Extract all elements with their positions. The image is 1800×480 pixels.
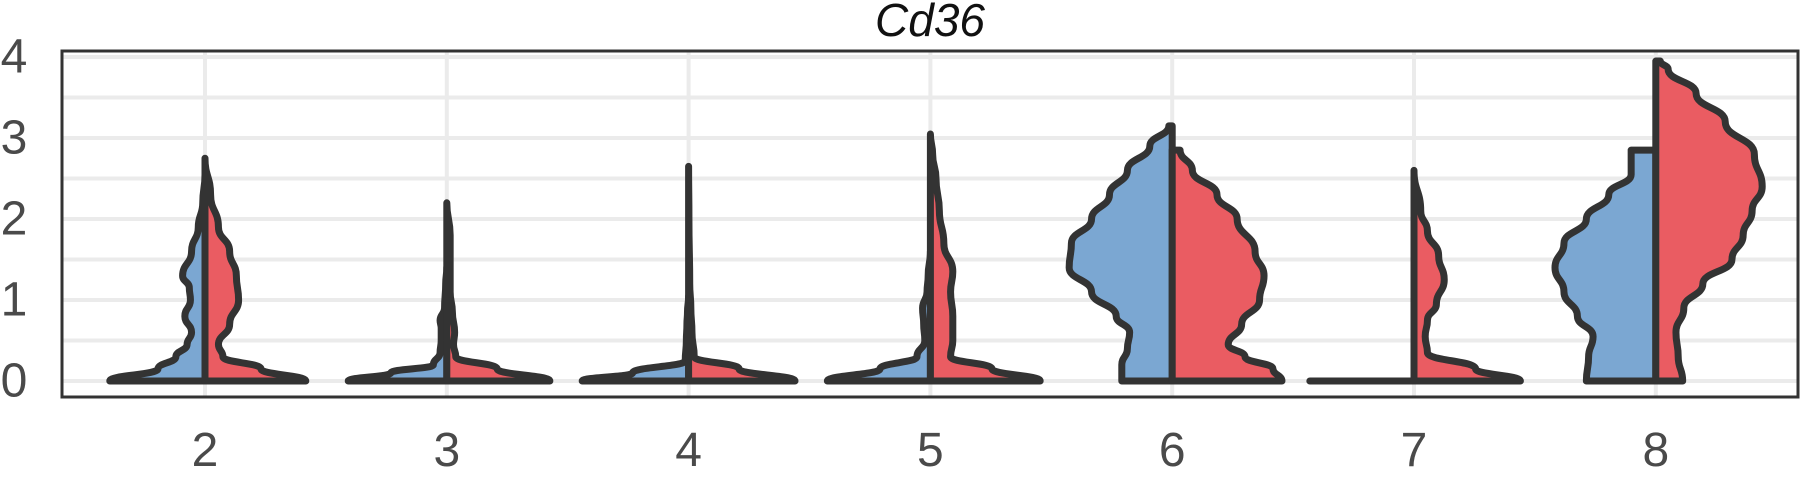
violin-5 [823, 130, 1044, 385]
y-tick-label: 1 [1, 274, 28, 327]
violin-right-half [685, 162, 799, 385]
x-tick-label: 5 [917, 424, 944, 477]
x-tick-label: 6 [1159, 424, 1186, 477]
chart-title: Cd36 [875, 0, 985, 46]
y-tick-label: 0 [1, 355, 28, 408]
violin-3 [344, 199, 554, 385]
violin-4 [578, 162, 799, 385]
y-tick-label: 3 [1, 112, 28, 165]
violin-right-half [443, 199, 554, 385]
x-tick-label: 4 [675, 424, 702, 477]
violin-right-half [1410, 166, 1524, 385]
violin-6 [1065, 122, 1286, 385]
plot-frame [60, 49, 1800, 399]
violin-right-half [1168, 146, 1286, 385]
violin-left-half [106, 170, 209, 385]
violin-left-half [344, 264, 451, 385]
violin-8 [1551, 57, 1766, 385]
violin-7 [1306, 166, 1524, 385]
violin-right-half [201, 154, 310, 385]
x-tick-label: 8 [1642, 424, 1669, 477]
violin-layer [106, 57, 1766, 385]
violin-left-half [823, 247, 934, 385]
violin-left-half [1065, 122, 1176, 385]
violin-left-half [578, 292, 693, 385]
violin-right-half [926, 130, 1044, 385]
x-axis-ticks: 2 3 4 5 6 7 8 [192, 424, 1670, 477]
x-tick-label: 3 [433, 424, 460, 477]
y-tick-label: 4 [1, 31, 28, 84]
violin-2 [106, 154, 310, 385]
violin-left-half [1551, 146, 1660, 385]
x-tick-label: 7 [1401, 424, 1428, 477]
y-tick-label: 2 [1, 193, 28, 246]
violin-right-half [1652, 57, 1766, 385]
y-axis-ticks: 0 1 2 3 4 [1, 31, 28, 408]
x-tick-label: 2 [192, 424, 219, 477]
